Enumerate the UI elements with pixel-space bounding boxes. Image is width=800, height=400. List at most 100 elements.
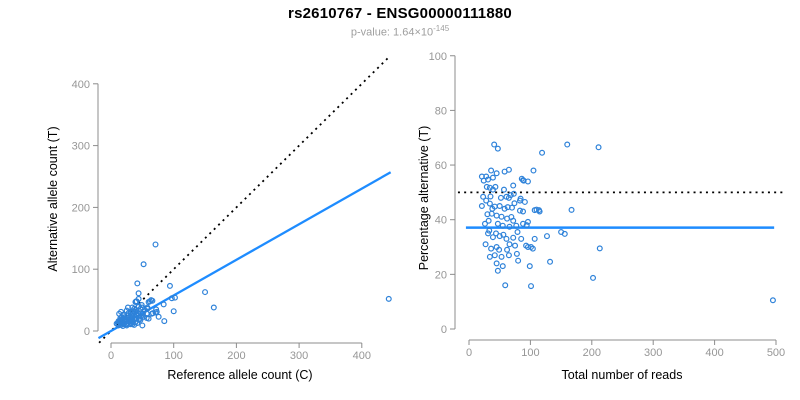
x-tick-label: 200: [227, 350, 245, 362]
scatter-point: [502, 282, 509, 289]
scatter-point: [513, 222, 520, 229]
scatter-point: [493, 212, 500, 219]
scatter-point: [496, 203, 503, 210]
scatter-point: [496, 233, 503, 240]
scatter-point: [491, 141, 498, 148]
scatter-point: [504, 215, 511, 222]
scatter-point: [512, 242, 519, 249]
y-tick-label: 0: [84, 326, 90, 338]
scatter-point: [590, 274, 597, 281]
scatter-point: [140, 261, 147, 268]
scatter-point: [143, 315, 150, 322]
y-tick-label: 80: [435, 105, 447, 117]
allele-count-scatter-y-title: Alternative allele count (T): [46, 126, 60, 271]
scatter-point: [202, 289, 209, 296]
scatter-point: [505, 252, 512, 259]
identity-line: [98, 55, 391, 344]
scatter-point: [484, 211, 491, 218]
pvalue-subtitle: p-value: 1.64×10-145: [0, 24, 800, 39]
scatter-point: [480, 193, 487, 200]
scatter-point: [161, 318, 168, 325]
scatter-point: [497, 194, 504, 201]
scatter-point: [153, 306, 160, 313]
scatter-point: [210, 304, 217, 311]
scatter-point: [132, 298, 139, 305]
scatter-point: [503, 235, 510, 242]
scatter-point: [493, 260, 500, 267]
scatter-point: [568, 206, 575, 213]
scatter-point: [493, 170, 500, 177]
scatter-point: [521, 198, 528, 205]
scatter-point: [520, 177, 527, 184]
scatter-point: [483, 183, 490, 190]
scatter-point: [510, 234, 517, 241]
scatter-point: [115, 322, 122, 329]
scatter-point: [127, 321, 134, 328]
pvalue-exponent: -145: [433, 24, 450, 33]
scatter-point: [166, 282, 173, 289]
scatter-point: [531, 235, 538, 242]
x-tick-label: 500: [767, 347, 785, 359]
scatter-point: [155, 313, 162, 320]
scatter-point: [510, 182, 517, 189]
x-tick-label: 300: [644, 347, 662, 359]
scatter-point: [516, 197, 523, 204]
scatter-point: [499, 222, 506, 229]
scatter-point: [486, 184, 493, 191]
scatter-point: [486, 253, 493, 260]
scatter-point: [152, 241, 159, 248]
x-tick-label: 200: [583, 347, 601, 359]
scatter-point: [491, 252, 498, 259]
scatter-point: [515, 257, 522, 264]
scatter-point: [494, 220, 501, 227]
allele-count-scatter-x-title: Reference allele count (C): [167, 368, 312, 382]
scatter-point: [494, 267, 501, 274]
scatter-point: [520, 208, 527, 215]
scatter-point: [488, 245, 495, 252]
scatter-point: [530, 167, 537, 174]
scatter-point: [504, 204, 511, 211]
scatter-point: [506, 241, 513, 248]
scatter-point: [493, 244, 500, 251]
scatter-point: [170, 308, 177, 315]
scatter-point: [595, 144, 602, 151]
y-tick-label: 100: [429, 51, 447, 63]
x-tick-label: 400: [353, 350, 371, 362]
scatter-point: [498, 253, 505, 260]
scatter-point: [596, 245, 603, 252]
scatter-point: [520, 220, 527, 227]
scatter-point: [564, 141, 571, 148]
scatter-point: [523, 242, 530, 249]
scatter-point: [168, 295, 175, 302]
scatter-point: [499, 263, 506, 270]
scatter-point: [526, 263, 533, 270]
scatter-point: [478, 203, 485, 210]
x-tick-label: 300: [290, 350, 308, 362]
scatter-point: [483, 197, 490, 204]
scatter-point: [501, 168, 508, 175]
scatter-point: [482, 241, 489, 248]
scatter-point: [516, 207, 523, 214]
scatter-point: [137, 316, 144, 323]
scatter-point: [486, 200, 493, 207]
scatter-point: [503, 193, 510, 200]
scatter-point: [501, 205, 508, 212]
y-tick-label: 100: [72, 264, 90, 276]
scatter-point: [518, 235, 525, 242]
scatter-point: [487, 193, 494, 200]
scatter-point: [485, 217, 492, 224]
percentage-scatter-y-title: Percentage alternative (T): [417, 126, 431, 271]
scatter-point: [510, 190, 517, 197]
figure-title: rs2610767 - ENSG00000111880: [288, 5, 512, 22]
scatter-point: [769, 297, 776, 304]
x-tick-label: 0: [466, 347, 472, 359]
scatter-point: [504, 246, 511, 253]
y-tick-label: 200: [72, 202, 90, 214]
scatter-point: [558, 228, 565, 235]
scatter-point: [481, 220, 488, 227]
scatter-point: [152, 309, 159, 316]
scatter-point: [511, 200, 518, 207]
scatter-point: [171, 294, 178, 301]
scatter-point: [498, 213, 505, 220]
